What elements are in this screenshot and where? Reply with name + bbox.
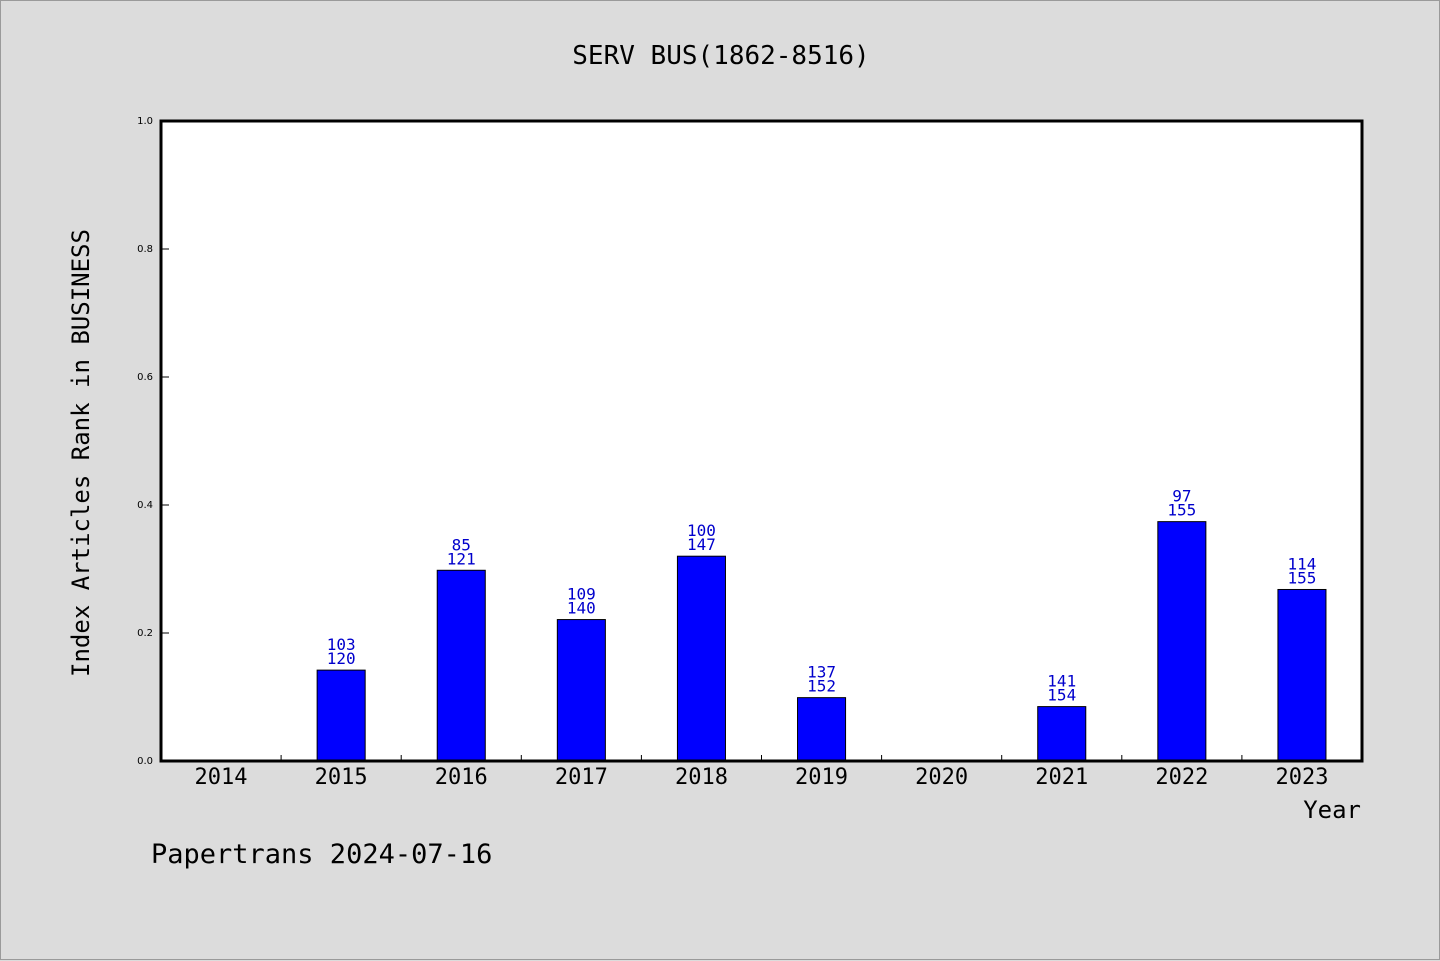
- x-tick-label: 2014: [195, 765, 248, 790]
- x-tick-label: 2016: [435, 765, 488, 790]
- bar-2017: [556, 619, 606, 762]
- bar-label-bottom: 154: [1047, 686, 1076, 705]
- bar-label-top: 109: [567, 585, 596, 604]
- y-tick-label: 0.0: [137, 756, 153, 767]
- plot-border: [159, 119, 1364, 763]
- x-tick-label: 2017: [555, 765, 608, 790]
- bar-label-top: 114: [1287, 554, 1316, 573]
- y-tick-label: 0.4: [137, 500, 153, 511]
- bar-label-top: 137: [807, 663, 836, 682]
- y-tick-label: 1.0: [137, 116, 153, 127]
- x-tick-label: 2019: [795, 765, 848, 790]
- bar-2019: [797, 697, 847, 762]
- bar-2015: [316, 669, 366, 762]
- x-tick-label: 2023: [1275, 765, 1328, 790]
- x-tick-label: 2022: [1155, 765, 1208, 790]
- bar-2016: [436, 569, 486, 762]
- bar-label-bottom: 121: [447, 549, 476, 568]
- bar-2023: [1277, 588, 1327, 762]
- bar-label-bottom: 140: [567, 599, 596, 618]
- y-tick-label: 0.8: [137, 244, 153, 255]
- y-tick-label: 0.2: [137, 628, 153, 639]
- bar-label-top: 85: [452, 535, 471, 554]
- chart-title: SERV BUS(1862-8516): [572, 41, 869, 71]
- bar-label-bottom: 147: [687, 535, 716, 554]
- bar-label-bottom: 155: [1167, 501, 1196, 520]
- bars: [316, 521, 1327, 762]
- x-tick-label: 2015: [315, 765, 368, 790]
- bar-label-top: 100: [687, 521, 716, 540]
- x-tick-label: 2018: [675, 765, 728, 790]
- bar-label-bottom: 152: [807, 677, 836, 696]
- bar-2018: [676, 555, 726, 762]
- bar-label-top: 103: [327, 635, 356, 654]
- bar-label-bottom: 155: [1287, 568, 1316, 587]
- bar-2021: [1037, 706, 1087, 762]
- y-axis-label: Index Articles Rank in BUSINESS: [67, 229, 95, 677]
- bar-2022: [1157, 521, 1207, 762]
- x-tick-label: 2020: [915, 765, 968, 790]
- x-axis-label: Year: [1303, 796, 1361, 824]
- footer-text: Papertrans 2024-07-16: [151, 839, 492, 870]
- x-tick-label: 2021: [1035, 765, 1088, 790]
- x-axis: 2014 2015 2016 2017 2018 2019 2020 2021 2022 2023: [195, 755, 1328, 790]
- bar-label-top: 141: [1047, 672, 1076, 691]
- bar-label-bottom: 120: [327, 649, 356, 668]
- bar-label-top: 97: [1172, 487, 1191, 506]
- y-tick-label: 0.6: [137, 372, 153, 383]
